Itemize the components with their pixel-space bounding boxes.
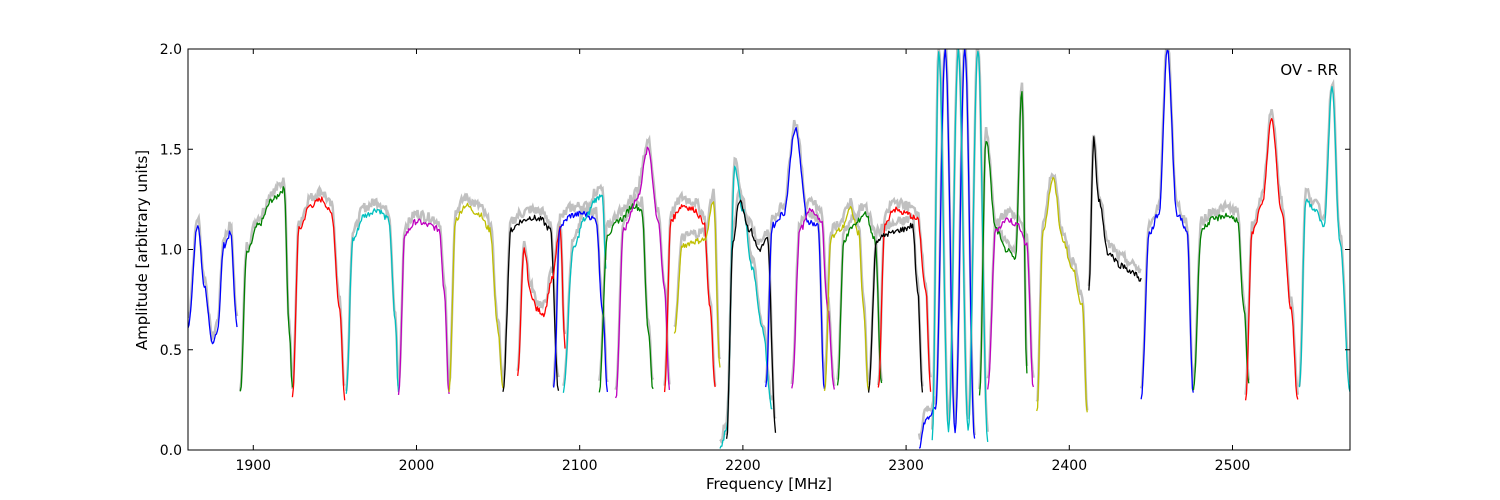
- series-line-20: [877, 206, 932, 392]
- series-line-27: [1088, 136, 1142, 291]
- y-axis: 0.0 0.5 1.0 1.5 2.0: [160, 42, 1350, 459]
- series-line-0: [188, 225, 238, 345]
- reference-trace: [188, 212, 239, 342]
- reference-trace: [836, 201, 883, 382]
- series-line-16: [765, 126, 826, 390]
- series-line-7: [517, 225, 566, 376]
- series-line-6: [502, 214, 560, 392]
- reference-trace: [516, 218, 567, 371]
- x-tick-label: 2100: [562, 458, 598, 474]
- reference-trace: [725, 186, 777, 436]
- reference-trace: [868, 212, 924, 387]
- x-tick-label: 2500: [1215, 458, 1251, 474]
- series-line-19: [836, 211, 883, 386]
- reference-trace: [986, 205, 1035, 379]
- series-line-28: [1140, 49, 1194, 400]
- reference-trace: [501, 202, 560, 380]
- x-tick-label: 2400: [1051, 458, 1087, 474]
- series-line-24: [978, 90, 1028, 396]
- reference-trace: [345, 197, 400, 391]
- x-axis-label: Frequency [MHz]: [706, 475, 832, 493]
- series-line-4: [397, 218, 450, 395]
- y-tick-label: 0.0: [160, 443, 182, 459]
- series-line-8: [552, 210, 609, 392]
- y-axis-label: Amplitude [arbitrary units]: [133, 150, 151, 350]
- series-line-13: [673, 201, 721, 368]
- x-tick-label: 2000: [399, 458, 435, 474]
- series-line-1: [239, 186, 294, 392]
- annotation-label: OV - RR: [1280, 61, 1338, 79]
- series-line-21: [867, 222, 924, 393]
- series-line-15: [725, 199, 777, 439]
- y-tick-label: 1.5: [160, 142, 182, 158]
- y-tick-label: 2.0: [160, 42, 182, 58]
- x-tick-label: 2300: [888, 458, 924, 474]
- series-line-30: [1244, 117, 1299, 401]
- x-axis: 1900 2000 2100 2200 2300 2400 2500: [235, 49, 1250, 474]
- series-line-31: [1298, 86, 1350, 393]
- reference-trace: [1139, 49, 1195, 390]
- series-line-2: [291, 196, 346, 401]
- series-line-3: [345, 208, 400, 394]
- series-line-22: [918, 49, 976, 449]
- x-tick-label: 2200: [725, 458, 761, 474]
- series-line-10: [598, 203, 654, 393]
- series-line-11: [615, 146, 671, 399]
- reference-trace: [673, 188, 722, 360]
- reference-trace: [1035, 172, 1089, 411]
- series-line-25: [987, 217, 1035, 390]
- series-line-18: [823, 205, 870, 392]
- reference-trace: [764, 119, 826, 386]
- series-line-23: [931, 49, 989, 442]
- series-line-12: [663, 204, 716, 393]
- reference-trace: [1298, 78, 1350, 387]
- reference-trace: [397, 209, 451, 390]
- y-tick-label: 1.0: [160, 243, 182, 259]
- series-line-5: [448, 202, 504, 393]
- series-line-26: [1036, 176, 1088, 413]
- x-tick-label: 1900: [235, 458, 271, 474]
- series-line-9: [562, 194, 607, 393]
- y-tick-label: 0.5: [160, 343, 182, 359]
- series-line-29: [1192, 212, 1250, 391]
- series-layer: [188, 49, 1350, 449]
